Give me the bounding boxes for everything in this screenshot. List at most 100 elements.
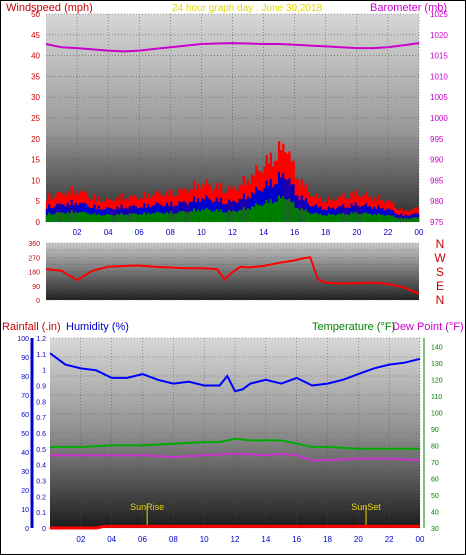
wind-low-bar	[346, 214, 349, 222]
wind-low-bar	[197, 209, 200, 222]
wind-series	[45, 141, 420, 222]
wind-low-bar	[195, 211, 198, 222]
wind-low-bar	[377, 213, 380, 222]
humidity-x-tick-label: 02	[76, 535, 85, 544]
humidity-y-tick-label: 20	[21, 488, 29, 495]
wind-low-bar	[112, 215, 115, 222]
humidity-x-tick-label: 10	[200, 535, 209, 544]
wind-low-bar	[205, 207, 208, 222]
rainfall-y-tick-label: 0.9	[36, 384, 46, 391]
humidity-y-tick-label: 10	[21, 507, 29, 514]
wind-low-bar	[306, 212, 310, 222]
temperature-y-tick-label: 40	[431, 509, 439, 516]
wind-low-bar	[331, 214, 335, 222]
wind-low-bar	[327, 213, 331, 222]
wind-y-tick-label: 35	[31, 72, 40, 81]
wind-low-bar	[95, 215, 98, 222]
wind-low-bar	[385, 215, 389, 222]
wind-low-bar	[400, 217, 403, 222]
wind-low-bar	[360, 213, 364, 222]
wind-low-bar	[296, 208, 299, 222]
wind-low-bar	[170, 211, 173, 222]
wind-low-bar	[294, 207, 297, 222]
rainfall-y-tick-label: 0.6	[36, 431, 46, 438]
wind-low-bar	[383, 215, 386, 222]
wind-low-bar	[201, 209, 204, 222]
wind-low-bar	[340, 213, 343, 222]
wind-low-bar	[64, 213, 67, 222]
humidity-x-tick-label: 14	[261, 535, 270, 544]
temperature-y-tick-label: 140	[431, 344, 443, 351]
rainfall-axis-label: Rainfall (.in)	[2, 321, 61, 333]
wind-low-bar	[350, 212, 353, 222]
direction-y-tick-label: 360	[28, 241, 40, 248]
wind-low-bar	[143, 212, 146, 222]
wind-low-bar	[130, 213, 134, 222]
wind-low-bar	[60, 212, 63, 222]
wind-low-bar	[387, 214, 391, 222]
rainfall-y-tick-label: 1.1	[36, 352, 46, 359]
rainfall-y-tick-label: 1.2	[36, 336, 46, 343]
wind-low-bar	[105, 214, 109, 222]
wind-low-bar	[257, 204, 260, 222]
wind-low-bar	[190, 211, 194, 222]
wind-low-bar	[58, 212, 61, 222]
barometer-axis-label: Barometer (mb)	[370, 2, 447, 14]
wind-x-tick-label: 06	[135, 228, 144, 237]
wind-low-bar	[172, 213, 175, 222]
humidity-line	[49, 352, 421, 393]
wind-low-bar	[124, 214, 127, 222]
wind-low-bar	[215, 209, 219, 222]
sun-marker-label: SunRise	[130, 502, 164, 512]
wind-low-bar	[83, 211, 86, 222]
humidity-y-tick-label: 60	[21, 412, 29, 419]
wind-y-ticks: 0 5 10 15 20 25 30 35 40 45 50	[31, 10, 40, 227]
wind-low-bar	[393, 217, 397, 222]
wind-low-bar	[74, 211, 78, 222]
wind-low-bar	[323, 215, 326, 222]
wind-low-bar	[56, 212, 59, 222]
wind-low-bar	[66, 211, 69, 222]
barometer-y-tick-label: 985	[430, 176, 444, 185]
wind-low-bar	[118, 214, 121, 222]
barometer-y-tick-label: 1000	[430, 114, 448, 123]
wind-low-bar	[311, 213, 314, 222]
wind-low-bar	[153, 213, 156, 222]
wind-low-bar	[203, 209, 206, 222]
barometer-y-tick-label: 1025	[430, 10, 448, 19]
wind-low-bar	[81, 212, 84, 222]
dewpoint-axis-label: Dew Point (°F)	[392, 321, 464, 333]
wind-y-tick-label: 15	[31, 156, 40, 165]
compass-label: N	[436, 237, 445, 251]
wind-low-bar	[236, 211, 239, 222]
wind-low-bar	[398, 218, 401, 222]
wind-low-bar	[128, 213, 132, 222]
wind-low-bar	[213, 211, 217, 222]
humidity-axis-label: Humidity (%)	[66, 321, 129, 333]
windspeed-axis-label: Windspeed (mph)	[6, 2, 93, 14]
humidity-y-tick-label: 100	[17, 336, 29, 343]
rainfall-y-tick-label: 0.1	[36, 510, 46, 517]
wind-low-bar	[253, 206, 256, 222]
wind-low-bar	[402, 218, 405, 222]
barometer-y-ticks: 975 980 985 990 995 1000 1005 1010 1015 1020 1025	[430, 10, 448, 227]
wind-low-bar	[174, 213, 177, 222]
humidity-x-tick-label: 16	[292, 535, 301, 544]
wind-low-bar	[364, 212, 368, 222]
wind-low-bar	[269, 199, 273, 222]
wind-y-tick-label: 25	[31, 114, 40, 123]
wind-low-bar	[267, 202, 270, 222]
wind-low-bar	[248, 209, 252, 222]
rainfall-y-tick-label: 0.4	[36, 463, 46, 470]
humidity-y-tick-label: 90	[21, 355, 29, 362]
wind-low-bar	[344, 214, 347, 222]
wind-low-bar	[45, 215, 49, 222]
wind-low-bar	[89, 214, 92, 222]
wind-low-bar	[141, 214, 144, 222]
wind-low-bar	[319, 213, 322, 222]
wind-low-bar	[356, 213, 360, 222]
wind-low-bar	[76, 213, 80, 222]
wind-low-bar	[309, 213, 312, 222]
wind-low-bar	[333, 215, 337, 222]
wind-low-bar	[155, 211, 159, 222]
